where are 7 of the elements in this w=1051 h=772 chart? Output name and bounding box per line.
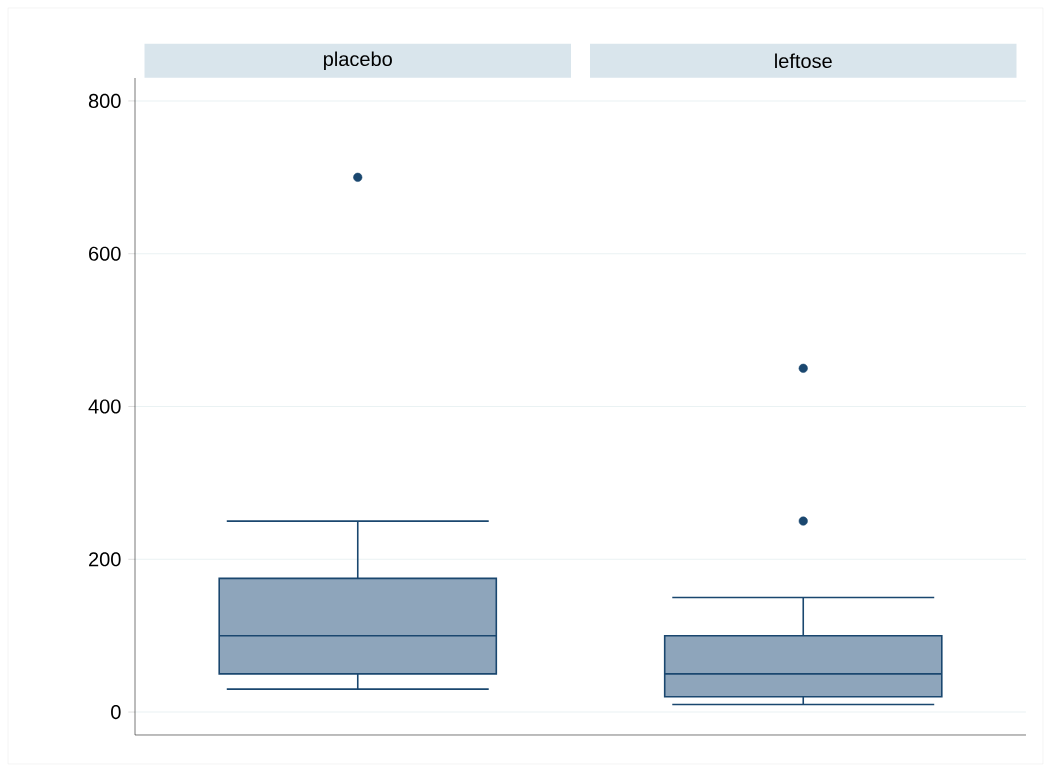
x-tick-label: leftose: [775, 53, 832, 69]
x-tick-label: placebo: [324, 51, 392, 71]
y-tick-label: 0: [111, 704, 121, 720]
y-tick-label: 600: [89, 246, 121, 261]
y-tick-label: 400: [88, 399, 121, 414]
y-tick-label: 200: [89, 552, 121, 567]
y-tick-label: 800: [88, 93, 121, 108]
